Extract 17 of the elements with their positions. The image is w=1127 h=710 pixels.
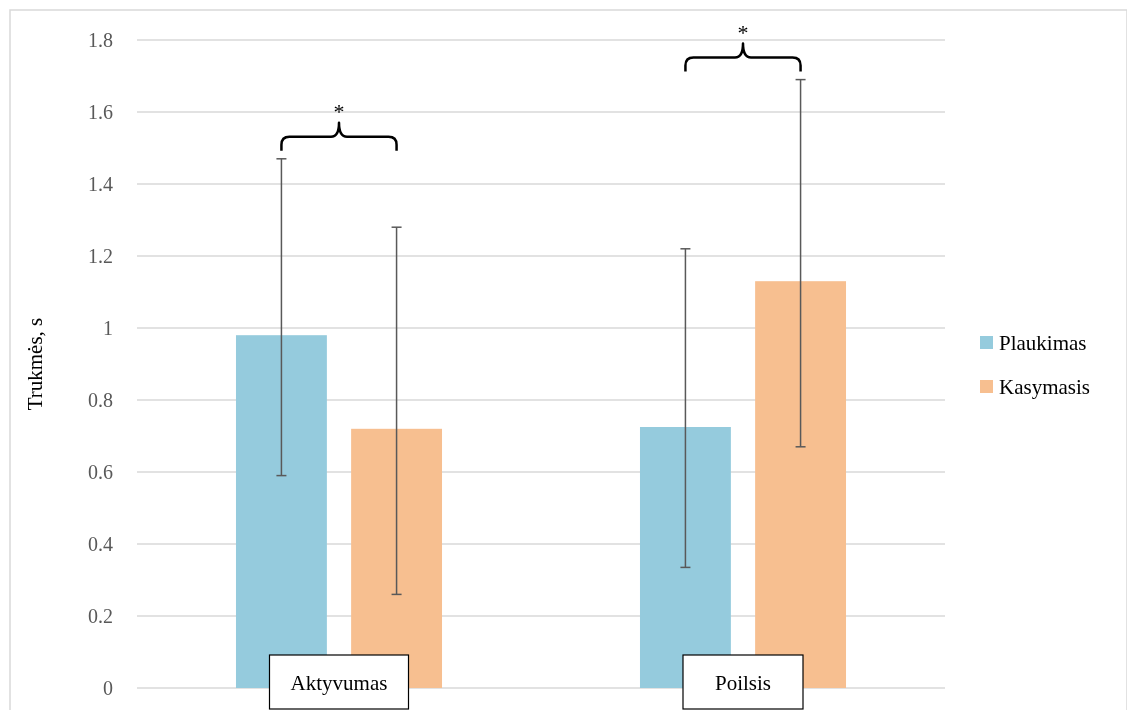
- y-tick-label: 1.8: [88, 29, 113, 51]
- y-tick-label: 0.4: [88, 533, 113, 555]
- y-tick-label: 0.6: [88, 461, 113, 483]
- y-tick-label: 0.8: [88, 389, 113, 411]
- y-tick-label: 1.6: [88, 101, 113, 123]
- y-tick-label: 1: [103, 317, 113, 339]
- y-tick-label: 1.4: [88, 173, 113, 195]
- y-tick-label: 0: [103, 677, 113, 699]
- annotation: *: [737, 19, 749, 45]
- legend-label: Plaukimas: [999, 331, 1087, 355]
- y-tick-label: 1.2: [88, 245, 113, 267]
- y-tick-label: 0.2: [88, 605, 113, 627]
- y-axis-title: Trukmės, s: [23, 317, 47, 411]
- legend-label: Kasymasis: [999, 375, 1090, 399]
- x-tick-label: Aktyvumas: [290, 671, 388, 696]
- annotation: *: [333, 98, 345, 124]
- x-tick-label: Poilsis: [714, 671, 772, 696]
